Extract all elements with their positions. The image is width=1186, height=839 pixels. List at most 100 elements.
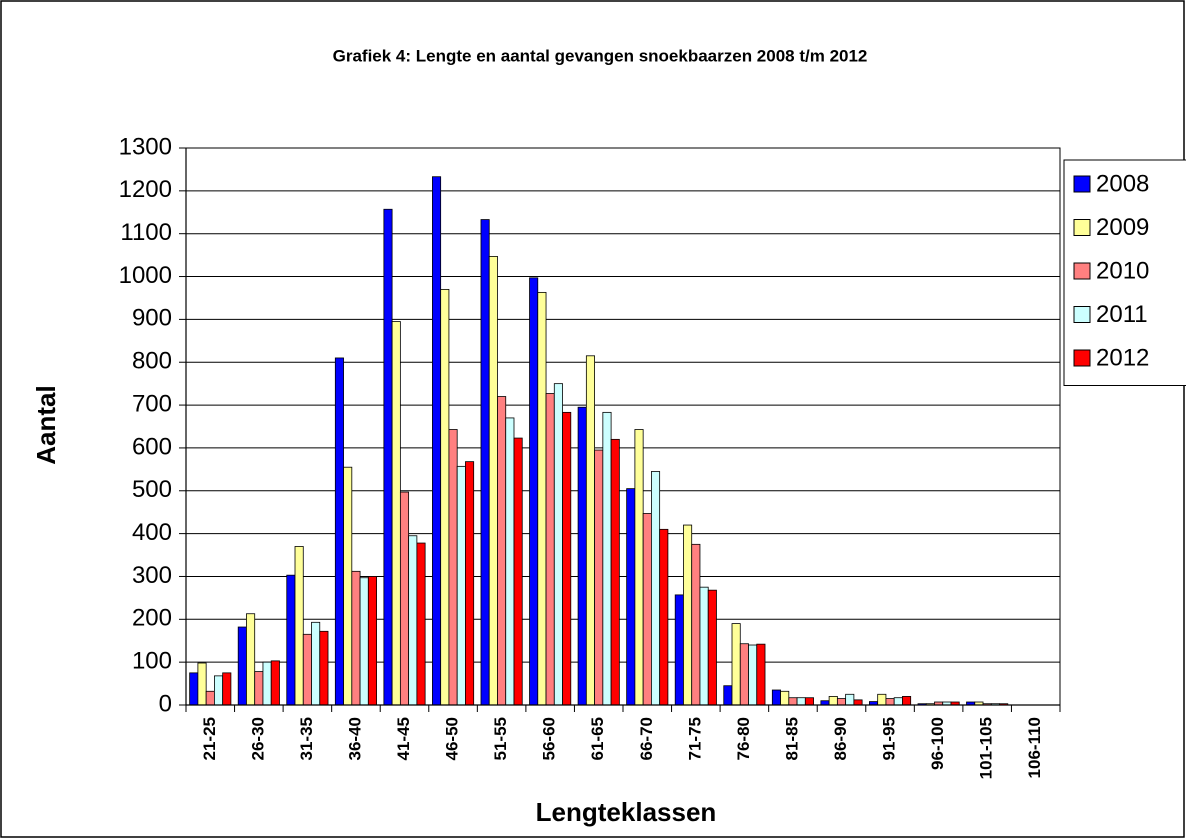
bar — [432, 176, 442, 706]
bar — [610, 438, 620, 706]
x-tick-label: 86-90 — [831, 717, 850, 760]
bar — [642, 513, 652, 706]
bar — [302, 633, 312, 706]
y-tick-label: 200 — [132, 605, 172, 632]
y-tick-label: 1100 — [120, 219, 172, 246]
bar — [804, 697, 814, 706]
bar — [480, 219, 490, 706]
legend-label: 2008 — [1096, 170, 1149, 197]
y-tick-label: 1300 — [119, 133, 172, 160]
bar — [262, 661, 272, 706]
bar — [505, 417, 515, 706]
bar — [246, 613, 256, 706]
bar — [529, 277, 539, 706]
bar — [634, 429, 644, 706]
bar — [756, 643, 766, 706]
bar — [731, 623, 741, 706]
bar — [683, 524, 693, 706]
bar — [877, 693, 887, 706]
bar — [674, 594, 684, 706]
bar — [577, 406, 587, 706]
bar — [828, 696, 838, 706]
bar — [319, 630, 329, 706]
x-tick-label: 41-45 — [394, 717, 413, 760]
bar — [294, 546, 304, 706]
bar — [391, 321, 401, 706]
bar — [748, 644, 758, 706]
plot-area — [185, 147, 1061, 706]
x-tick-label: 76-80 — [734, 717, 753, 760]
y-tick-label: 100 — [132, 647, 172, 674]
bar — [367, 576, 377, 706]
chart-title: Grafiek 4: Lengte en aantal gevangen sno… — [333, 46, 868, 65]
bar — [723, 685, 733, 706]
x-tick-label: 96-100 — [928, 717, 947, 770]
bar — [545, 393, 555, 706]
bar — [497, 396, 507, 706]
bar — [440, 288, 450, 706]
legend-swatch — [1073, 349, 1091, 367]
x-tick-label: 21-25 — [200, 717, 219, 760]
bar — [286, 574, 296, 706]
bar — [465, 461, 475, 706]
bar — [739, 643, 749, 706]
bar — [651, 471, 661, 706]
bar — [270, 660, 280, 706]
x-tick-label: 26-30 — [248, 717, 267, 760]
bar — [513, 437, 523, 706]
y-tick-label: 400 — [132, 519, 172, 546]
x-tick-label: 106-110 — [1025, 717, 1044, 778]
legend-label: 2012 — [1096, 344, 1149, 371]
bar — [691, 543, 701, 706]
bar — [594, 449, 604, 706]
bar — [311, 621, 321, 706]
bar — [885, 698, 895, 706]
y-tick-label: 500 — [132, 476, 172, 503]
bar — [553, 383, 563, 706]
legend-label: 2011 — [1096, 301, 1148, 328]
bar — [788, 697, 798, 706]
y-tick-label: 1000 — [119, 262, 172, 289]
legend-swatch — [1073, 262, 1091, 280]
y-tick-label: 600 — [132, 433, 172, 460]
bar — [537, 291, 547, 706]
x-tick-label: 71-75 — [685, 717, 704, 760]
bar — [707, 589, 717, 706]
y-tick-label: 1200 — [119, 176, 172, 203]
x-tick-label: 46-50 — [443, 717, 462, 760]
bar — [222, 672, 232, 706]
y-axis-title: Aantal — [31, 385, 61, 464]
bar — [214, 675, 224, 706]
bar — [488, 256, 498, 706]
legend-swatch — [1073, 306, 1091, 323]
y-tick-label: 800 — [132, 348, 172, 375]
x-tick-label: 101-105 — [977, 717, 996, 779]
bar — [796, 697, 806, 706]
x-axis-title: Lengteklassen — [536, 797, 717, 827]
legend-swatch — [1073, 175, 1091, 193]
bar — [771, 689, 781, 706]
legend-label: 2009 — [1096, 214, 1149, 241]
bar — [626, 488, 636, 706]
bar — [383, 208, 393, 706]
bar — [820, 700, 830, 706]
bar — [602, 411, 612, 706]
x-tick-label: 66-70 — [637, 717, 656, 760]
bar — [448, 429, 458, 706]
x-tick-label: 51-55 — [491, 717, 510, 760]
bar — [197, 662, 207, 706]
bar — [416, 542, 426, 706]
x-tick-label: 91-95 — [880, 717, 899, 760]
bar — [562, 411, 572, 706]
y-tick-label: 0 — [159, 690, 172, 717]
legend-label: 2010 — [1096, 257, 1149, 284]
bar — [237, 626, 247, 706]
bar — [254, 671, 264, 706]
y-tick-label: 300 — [132, 562, 172, 589]
bar — [845, 693, 855, 706]
bar — [699, 586, 709, 706]
bar — [780, 690, 790, 706]
bar — [902, 696, 912, 706]
bar — [205, 690, 215, 706]
